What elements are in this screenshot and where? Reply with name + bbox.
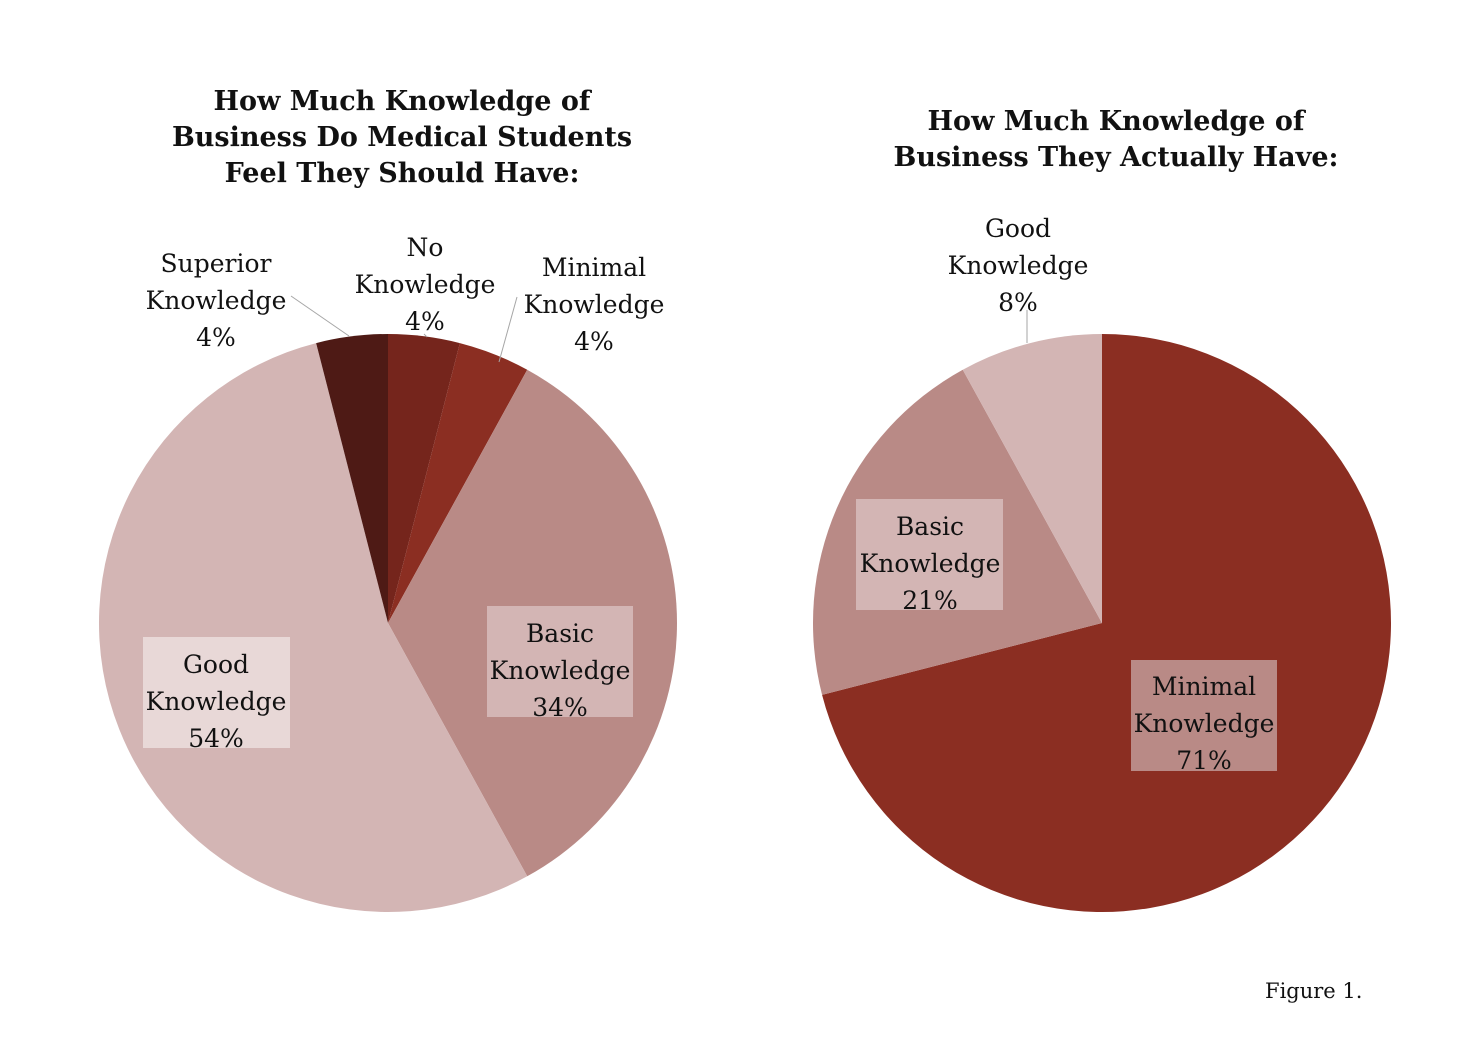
data-label-basic-knowledge: Basic Knowledge 21% (856, 499, 1003, 615)
chart-title-actually-have: How Much Knowledge of Business They Actu… (856, 104, 1376, 176)
data-label-box (1131, 660, 1277, 771)
data-label-text: Knowledge (1134, 709, 1275, 738)
data-label-text: 4% (196, 323, 236, 352)
data-label-text: Knowledge (860, 549, 1001, 578)
data-label-text: Basic (896, 512, 964, 541)
chart-title-line: How Much Knowledge of (927, 106, 1305, 137)
data-label-text: Knowledge (355, 270, 496, 299)
leader-line (290, 295, 350, 337)
chart-title-line: Business They Actually Have: (893, 142, 1339, 173)
data-label-text: 34% (532, 693, 588, 722)
data-label-text: 4% (574, 327, 614, 356)
data-label-text: Knowledge (146, 687, 287, 716)
data-label-text: Minimal (542, 253, 646, 282)
data-label-good-knowledge: Good Knowledge 8% (948, 214, 1089, 343)
data-label-box (856, 499, 1003, 610)
data-label-text: Knowledge (146, 286, 287, 315)
data-label-good-knowledge: Good Knowledge 54% (143, 637, 290, 753)
data-label-text: No (407, 233, 444, 262)
data-label-text: Superior (161, 249, 272, 278)
data-label-superior-knowledge: Superior Knowledge 4% (146, 249, 350, 352)
data-label-text: 71% (1176, 746, 1232, 775)
data-label-text: Knowledge (490, 656, 631, 685)
leader-line (423, 333, 428, 338)
pie-slice-good-knowledge (98, 343, 528, 913)
data-label-text: 8% (998, 288, 1038, 317)
data-label-text: Knowledge (948, 251, 1089, 280)
data-label-text: Good (985, 214, 1051, 243)
data-label-text: Minimal (1152, 672, 1256, 701)
data-label-text: 4% (405, 307, 445, 336)
pie-slice-superior-knowledge (316, 334, 388, 623)
chart-title-line: How Much Knowledge of (213, 86, 591, 117)
data-label-text: Good (183, 650, 249, 679)
data-label-text: Knowledge (524, 290, 665, 319)
figure-caption: Figure 1. (1265, 979, 1363, 1003)
chart-title-line: Feel They Should Have: (224, 158, 580, 189)
data-label-no-knowledge: No Knowledge 4% (355, 233, 496, 338)
data-label-minimal-knowledge: Minimal Knowledge 71% (1131, 660, 1277, 775)
data-label-text: 21% (902, 586, 958, 615)
data-label-basic-knowledge: Basic Knowledge 34% (487, 606, 633, 722)
data-label-minimal-knowledge: Minimal Knowledge 4% (498, 253, 665, 363)
pie-slice-no-knowledge (388, 334, 460, 623)
leader-line (498, 296, 518, 363)
pie-slice-minimal-knowledge (388, 343, 528, 623)
data-label-box (143, 637, 290, 748)
data-label-text: 54% (188, 724, 244, 753)
pie-slice-good-knowledge (962, 334, 1102, 623)
data-label-text: Basic (526, 619, 594, 648)
chart-title-should-have: How Much Knowledge of Business Do Medica… (142, 84, 662, 192)
chart-title-line: Business Do Medical Students (171, 122, 633, 153)
data-label-box (487, 606, 633, 717)
